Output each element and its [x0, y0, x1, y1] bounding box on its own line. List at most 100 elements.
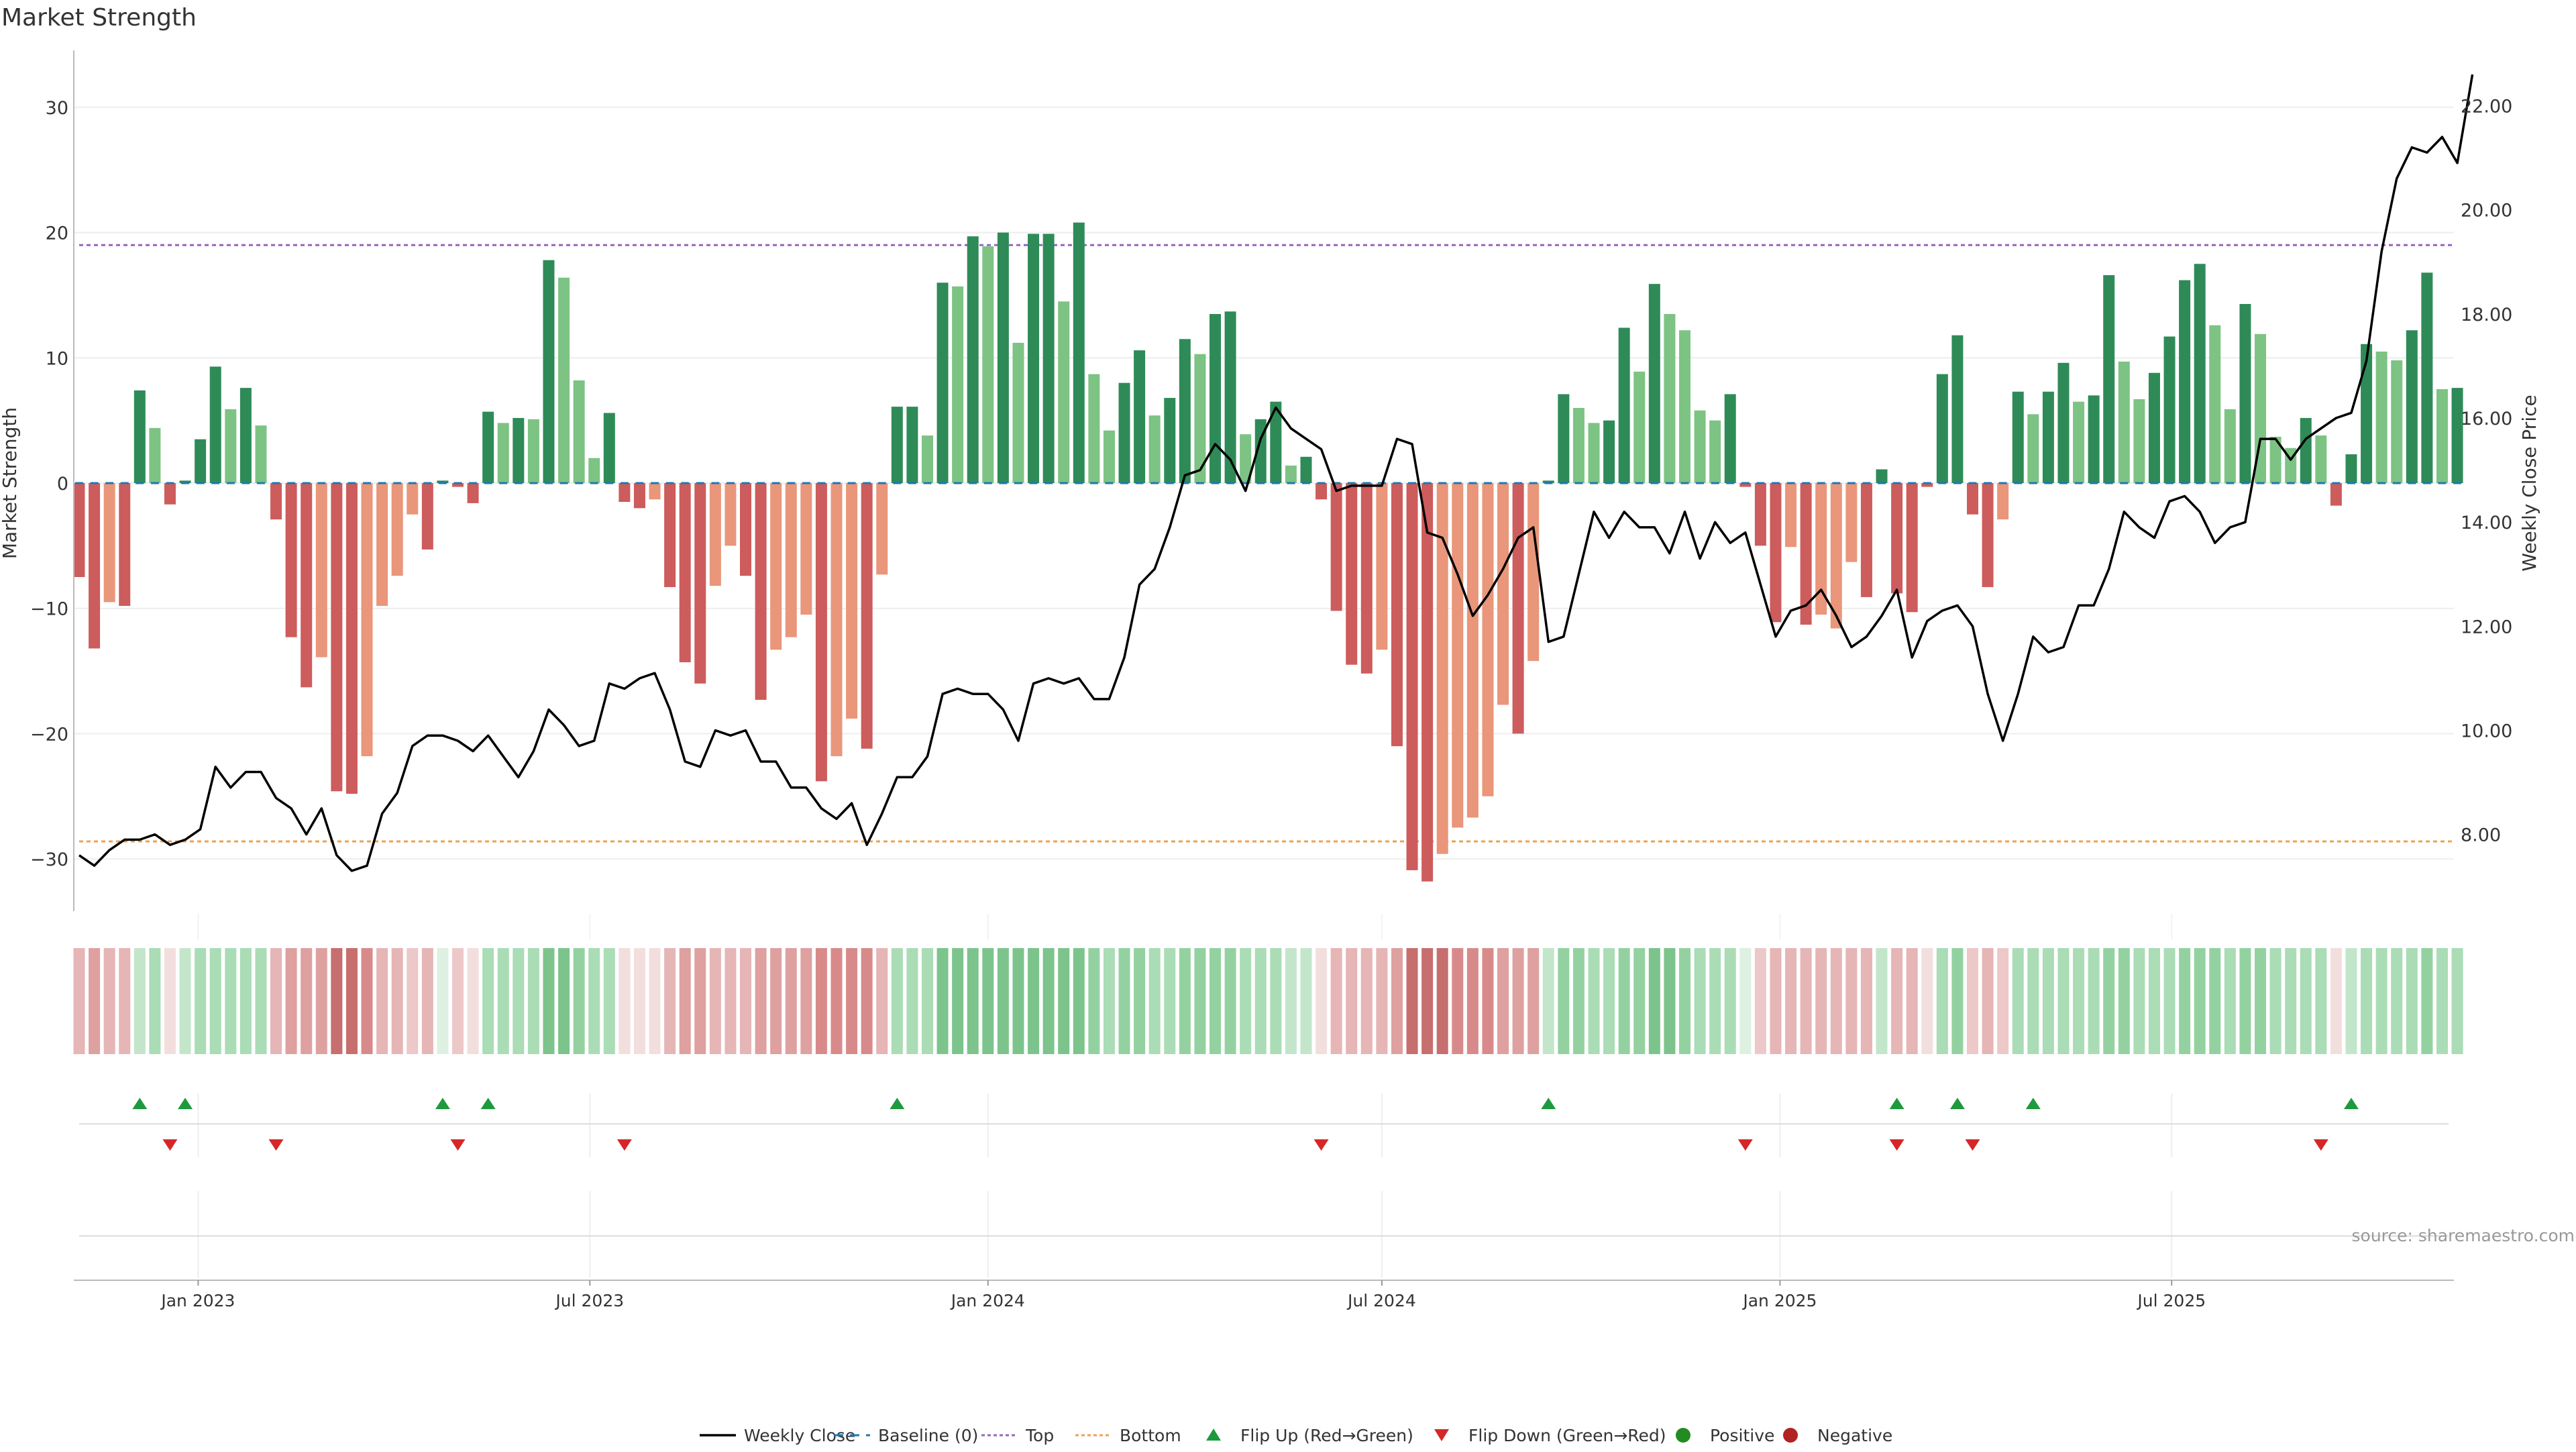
heat-cell	[1240, 948, 1252, 1054]
heat-cell	[2224, 948, 2236, 1054]
heat-cell	[2345, 948, 2357, 1054]
strength-bar	[573, 380, 585, 483]
strength-bar	[1876, 469, 1888, 483]
heat-cell	[103, 948, 115, 1054]
heat-cell	[1316, 948, 1328, 1054]
source-credit: source: sharemaestro.com	[2352, 1226, 2575, 1245]
heat-cell	[301, 948, 313, 1054]
strength-bar	[740, 483, 752, 576]
strength-bar	[2345, 454, 2357, 483]
x-tick-label: Jul 2025	[2136, 1291, 2206, 1310]
strength-bar	[770, 483, 782, 650]
heat-cell	[133, 948, 146, 1054]
weekly-close-line	[78, 74, 2474, 872]
strength-bar	[1906, 483, 1918, 613]
heat-cell	[1285, 948, 1297, 1054]
legend-label: Baseline (0)	[878, 1426, 978, 1445]
strength-bar	[2103, 275, 2115, 483]
strength-bar	[239, 388, 252, 483]
chart-title: Market Strength	[1, 4, 197, 32]
strength-bar	[103, 483, 115, 603]
heat-cell	[952, 948, 964, 1054]
strength-bar	[1346, 483, 1358, 665]
flip-down-marker	[268, 1139, 284, 1151]
heat-cell	[285, 948, 297, 1054]
x-tick-label: Jan 2025	[1741, 1291, 1817, 1310]
strength-bar	[558, 277, 570, 483]
strength-bar	[982, 246, 994, 483]
strength-bar	[1073, 222, 1085, 483]
heat-cell	[1391, 948, 1403, 1054]
strength-bar	[1134, 350, 1146, 483]
strength-bar	[1860, 483, 1872, 597]
lower-panel	[74, 1235, 2454, 1281]
heat-cell	[467, 948, 479, 1054]
strength-bar	[1058, 301, 1070, 483]
heat-cell	[2406, 948, 2418, 1054]
x-tick-label: Jan 2023	[160, 1291, 235, 1310]
strength-bar	[1482, 483, 1494, 796]
strength-bar	[2451, 388, 2463, 483]
strength-bar	[664, 483, 676, 587]
heat-cell	[315, 948, 327, 1054]
strength-bar	[876, 483, 888, 575]
heat-cell	[906, 948, 918, 1054]
legend-label: Negative	[1817, 1426, 1892, 1445]
heat-cell	[2103, 948, 2115, 1054]
heat-cell	[1678, 948, 1690, 1054]
heat-cell	[2285, 948, 2297, 1054]
heat-cell	[1330, 948, 1342, 1054]
y-tick-label-left: −10	[30, 599, 68, 620]
y-tick-label-right: 18.00	[2461, 305, 2512, 325]
y-axis-left: 30 20 10 0 −10 −20 −30	[30, 50, 74, 911]
flip-down-marker	[616, 1139, 632, 1151]
heat-cell	[1997, 948, 2009, 1054]
heat-cell	[1406, 948, 1418, 1054]
flip-markers	[132, 1098, 2359, 1151]
strength-bar	[133, 390, 146, 483]
heat-cell	[437, 948, 449, 1054]
heat-cell	[2209, 948, 2221, 1054]
y-tick-label-right: 20.00	[2461, 201, 2512, 221]
strength-bar	[331, 483, 343, 792]
strength-bar	[2179, 280, 2191, 483]
heat-cell	[1103, 948, 1115, 1054]
strength-bar	[1421, 483, 1434, 882]
strength-bar	[2421, 272, 2433, 483]
strength-bar	[1194, 354, 1206, 483]
strength-bar	[1739, 483, 1752, 487]
strength-bar	[1678, 330, 1690, 483]
strength-bar	[694, 483, 706, 684]
strength-bars	[73, 222, 2463, 882]
heat-cell	[830, 948, 843, 1054]
heat-cell	[1512, 948, 1524, 1054]
legend-item-bottom: Bottom	[1075, 1426, 1181, 1445]
heat-cell	[1527, 948, 1540, 1054]
heat-cell	[1436, 948, 1448, 1054]
heat-cell	[1860, 948, 1872, 1054]
heat-cell	[1542, 948, 1554, 1054]
y-tick-label-right: 12.00	[2461, 617, 2512, 637]
strength-bar	[315, 483, 327, 658]
heat-cell	[1148, 948, 1161, 1054]
heat-cell	[407, 948, 419, 1054]
strength-bar	[1406, 483, 1418, 870]
heat-cell	[331, 948, 343, 1054]
strength-bar	[785, 483, 797, 637]
strength-bar	[2118, 361, 2130, 483]
strength-bar	[452, 483, 464, 487]
strength-bar	[1936, 374, 1948, 483]
heat-cell	[724, 948, 737, 1054]
heat-cell	[2088, 948, 2100, 1054]
legend-label: Positive	[1710, 1426, 1774, 1445]
heat-cell	[1134, 948, 1146, 1054]
strength-bar	[633, 483, 645, 509]
strength-bar	[846, 483, 858, 719]
heat-cell	[664, 948, 676, 1054]
strength-bar	[1830, 483, 1842, 629]
strength-bar	[1785, 483, 1797, 548]
heat-cell	[513, 948, 525, 1054]
heat-cell	[1724, 948, 1736, 1054]
strength-bar	[1951, 335, 1964, 483]
strength-bar	[1118, 382, 1130, 483]
